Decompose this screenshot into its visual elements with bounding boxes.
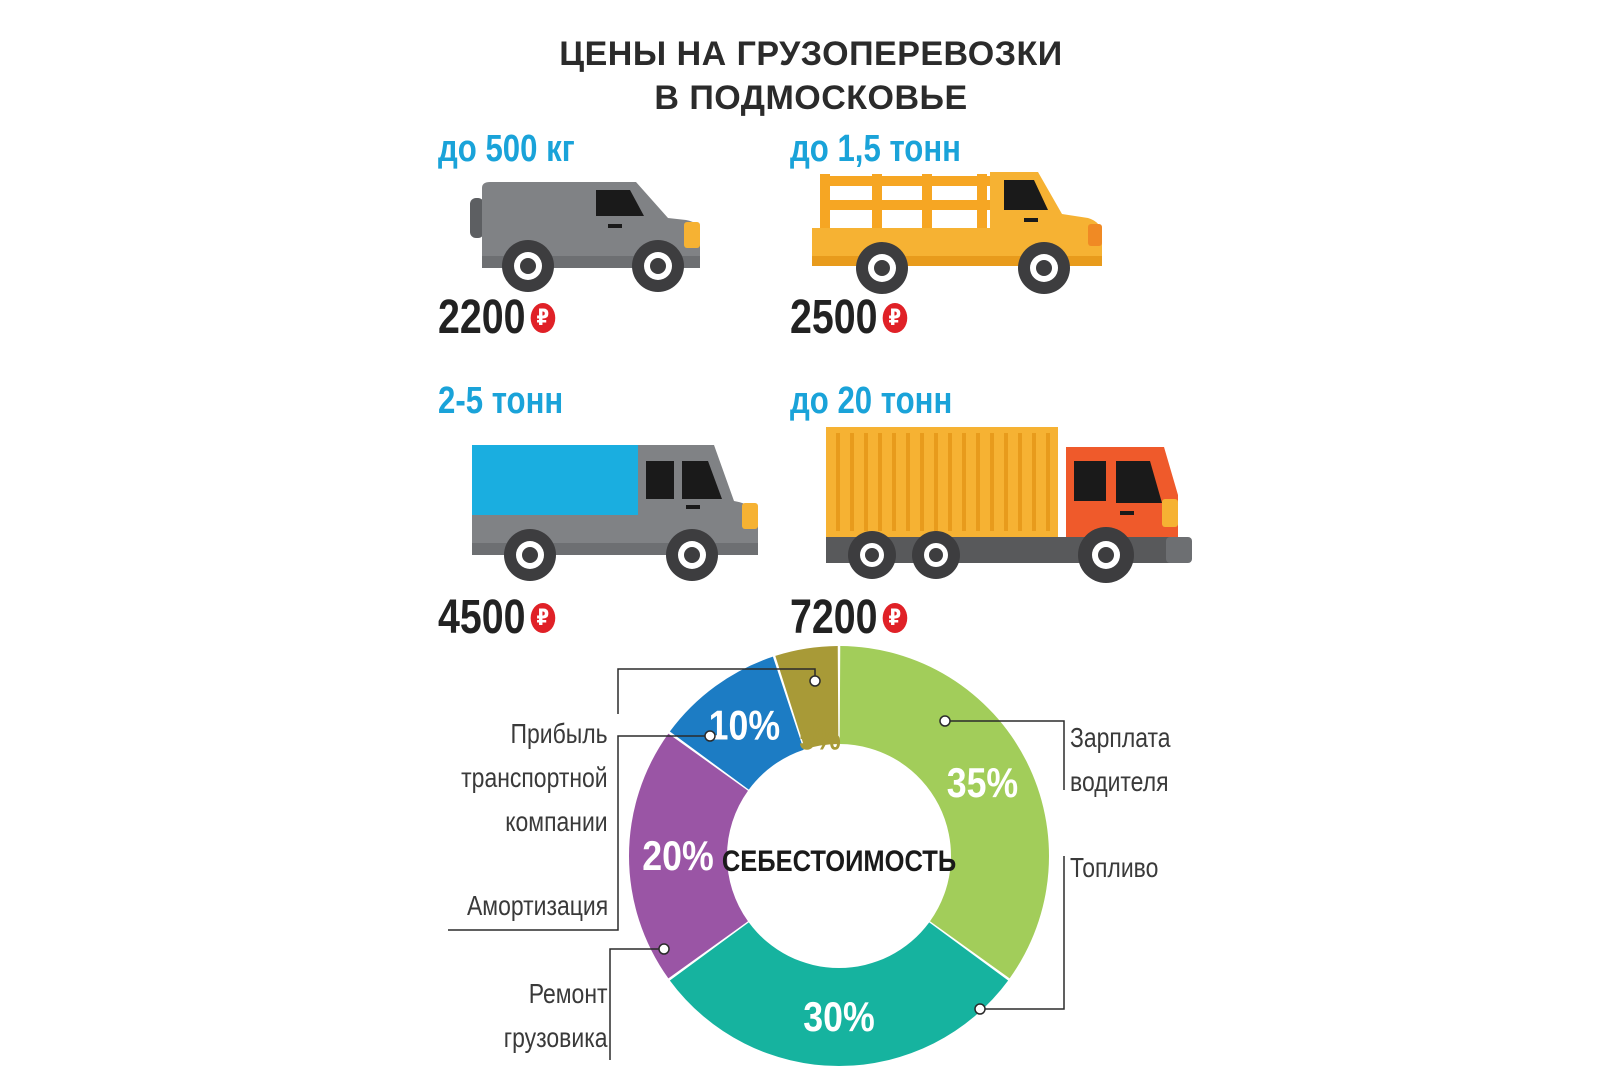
ruble-icon: ₽ [882,602,908,633]
donut-center-label: СЕБЕСТОИМОСТЬ [722,844,956,877]
price-20t: 7200 ₽ [790,590,908,645]
label-line: Амортизация [466,890,608,921]
price-2-5t: 4500 ₽ [438,590,556,645]
donut-slice-remont [629,733,748,979]
leader-line-amort [448,735,710,931]
slice-percent-zarplata: 35% [947,760,1018,806]
title-line-1: ЦЕНЫ НА ГРУЗОПЕРЕВОЗКИ [559,35,1063,73]
weight-label-1-5t: до 1,5 тонн [790,128,961,170]
ruble-icon: ₽ [530,302,556,333]
container-truck-icon [826,427,1192,583]
price-value: 2200 [438,291,526,344]
donut-slice-zarplata [839,646,1049,979]
ruble-icon: ₽ [530,602,556,633]
slice-percent-toplivo: 30% [803,994,874,1040]
slice-percent-pribyl: 5% [799,718,841,757]
label-line: грузовика [504,1022,608,1053]
donut-slice-amort [669,656,804,790]
weight-label-500kg: до 500 кг [438,128,575,170]
page-title: ЦЕНЫ НА ГРУЗОПЕРЕВОЗКИ В ПОДМОСКОВЬЕ [0,32,1622,120]
label-zarplata: Зарплата водителя [1070,716,1171,804]
box-truck-icon [472,445,758,581]
title-line-2: В ПОДМОСКОВЬЕ [654,79,968,117]
price-1-5t: 2500 ₽ [790,290,908,345]
donut-slice-toplivo [669,922,1009,1066]
pickup-truck-icon [812,172,1102,294]
label-line: Прибыль [510,718,608,749]
price-500kg: 2200 ₽ [438,290,556,345]
weight-label-2-5t: 2-5 тонн [438,380,564,422]
label-line: Топливо [1070,852,1159,883]
label-amort: Амортизация [467,884,608,928]
label-line: Зарплата [1070,722,1171,753]
leader-line-zarplata [945,720,1065,790]
slice-percent-remont: 20% [642,833,713,879]
leader-dot-remont [658,943,670,955]
leader-dot-amort [704,730,716,742]
label-pribyl: Прибыль транспортной компании [462,712,608,844]
ruble-icon: ₽ [882,302,908,333]
label-line: компании [505,806,608,837]
weight-label-20t: до 20 тонн [790,380,953,422]
price-value: 2500 [790,291,878,344]
donut-slice-pribyl [775,646,839,750]
price-value: 4500 [438,591,526,644]
label-remont: Ремонт грузовика [504,972,608,1060]
label-line: Ремонт [529,978,608,1009]
label-toplivo: Топливо [1070,846,1158,890]
label-line: водителя [1070,766,1169,797]
label-line: транспортной [461,762,608,793]
leader-line-toplivo [980,856,1065,1010]
leader-line-pribyl [617,668,816,714]
leader-line-remont [609,948,664,1060]
leader-dot-toplivo [974,1003,986,1015]
leader-dot-zarplata [939,715,951,727]
van-icon [470,182,700,292]
price-value: 7200 [790,591,878,644]
leader-dot-pribyl [809,675,821,687]
slice-percent-amort: 10% [709,703,780,749]
